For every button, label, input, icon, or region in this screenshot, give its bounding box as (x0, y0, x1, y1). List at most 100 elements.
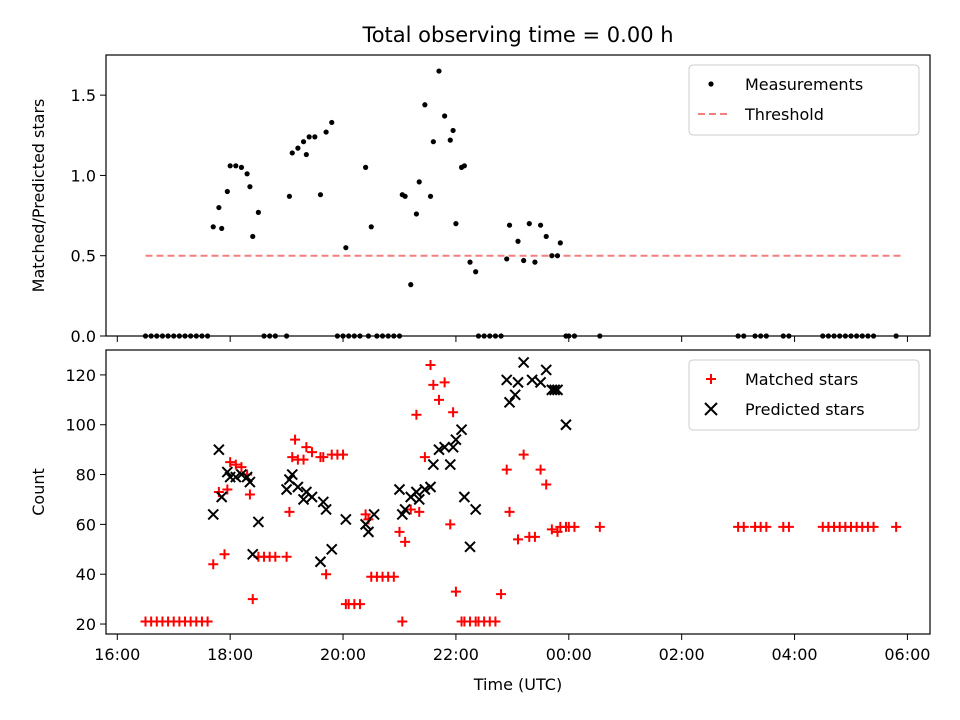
measurement-point (447, 137, 453, 143)
y-tick-label: 120 (65, 366, 96, 385)
matched-star-point (247, 594, 258, 605)
predicted-star-point (393, 483, 406, 496)
measurement-point (312, 134, 318, 140)
matched-star-point (518, 449, 529, 460)
measurement-point (286, 193, 293, 199)
matched-star-point (513, 534, 523, 545)
legend-label: Matched stars (745, 370, 858, 389)
y-tick-label: 100 (65, 416, 96, 435)
measurement-point (303, 151, 309, 158)
y-tick-label: 1.5 (71, 86, 96, 105)
measurement-point (467, 259, 473, 265)
axes-frame (105, 349, 931, 635)
series-predicted-stars (207, 356, 572, 568)
measurement-point (430, 139, 436, 145)
predicted-star-point (526, 374, 538, 386)
measurement-point (526, 221, 532, 227)
predicted-star-point (447, 441, 459, 453)
matched-star-point (281, 551, 292, 562)
measurement-point (413, 211, 420, 217)
measurement-point (216, 204, 222, 211)
measurement-point (416, 179, 422, 185)
matched-star-point (301, 442, 312, 453)
y-tick-label: 60 (76, 515, 96, 534)
predicted-star-point (292, 481, 304, 493)
matched-star-point (490, 616, 501, 627)
predicted-star-point (503, 396, 516, 409)
y-tick-label: 1.0 (71, 166, 96, 185)
matched-star-point (388, 571, 399, 582)
matched-star-point (428, 379, 439, 390)
predicted-star-point (247, 548, 259, 560)
predicted-star-point (512, 376, 524, 389)
x-tick-label: 04:00 (771, 645, 817, 664)
measurement-point (289, 150, 295, 156)
predicted-star-point (444, 458, 456, 471)
matched-star-point (569, 521, 580, 532)
matched-star-point (738, 521, 749, 532)
predicted-star-point (413, 493, 425, 506)
matched-star-point (230, 459, 241, 470)
measurement-point (461, 163, 467, 169)
predicted-star-point (326, 543, 338, 556)
predicted-star-point (469, 503, 482, 516)
matched-star-point (594, 521, 605, 532)
matched-star-point (501, 464, 512, 475)
matched-star-point (321, 569, 332, 580)
measurement-point (317, 192, 324, 198)
predicted-star-point (399, 503, 411, 516)
matched-star-point (504, 506, 515, 517)
predicted-star-point (306, 491, 318, 503)
measurement-point (453, 221, 459, 227)
chart-title: Total observing time = 0.00 h (361, 23, 673, 47)
x-tick-label: 18:00 (207, 645, 253, 664)
predicted-star-point (560, 419, 572, 431)
measurement-point (554, 253, 561, 259)
measurement-point (521, 257, 527, 264)
matched-star-point (541, 479, 552, 490)
matched-star-point (411, 409, 422, 420)
matched-star-point (287, 452, 298, 463)
measurement-point (515, 238, 521, 244)
measurement-point (543, 233, 549, 240)
matched-star-point (354, 599, 365, 610)
measurement-point (506, 222, 513, 228)
measurement-point (557, 240, 563, 246)
matched-star-point (529, 531, 540, 542)
matched-star-point (414, 506, 425, 517)
measurement-point (408, 282, 414, 288)
legend-label: Predicted stars (745, 400, 865, 419)
matched-star-point (535, 464, 546, 475)
matched-star-point (448, 407, 459, 418)
measurement-point (329, 119, 335, 126)
legend-marker (704, 402, 718, 416)
matched-star-point (419, 452, 430, 463)
measurement-point (504, 256, 510, 262)
predicted-star-point (551, 384, 564, 396)
predicted-star-point (424, 481, 437, 493)
measurement-point (343, 245, 349, 251)
matched-star-point (222, 484, 233, 495)
predicted-star-point (362, 526, 375, 538)
matched-star-point (433, 394, 444, 405)
matched-star-point (298, 454, 309, 465)
predicted-star-point (368, 508, 380, 521)
matched-star-point (439, 377, 450, 388)
matched-star-point (244, 489, 255, 500)
y-tick-label: 80 (76, 466, 96, 485)
predicted-star-point (534, 376, 547, 389)
predicted-star-point (464, 541, 476, 553)
predicted-star-point (548, 384, 561, 396)
predicted-star-point (297, 493, 310, 506)
measurement-point (368, 224, 374, 230)
predicted-star-point (455, 424, 468, 436)
measurement-point (323, 129, 329, 135)
x-tick-label: 06:00 (884, 645, 930, 664)
predicted-star-point (314, 556, 327, 568)
measurement-point (219, 225, 225, 232)
measurement-point (442, 113, 448, 119)
matched-star-point (318, 452, 329, 463)
matched-star-point (546, 524, 557, 535)
legend-marker (706, 374, 716, 384)
